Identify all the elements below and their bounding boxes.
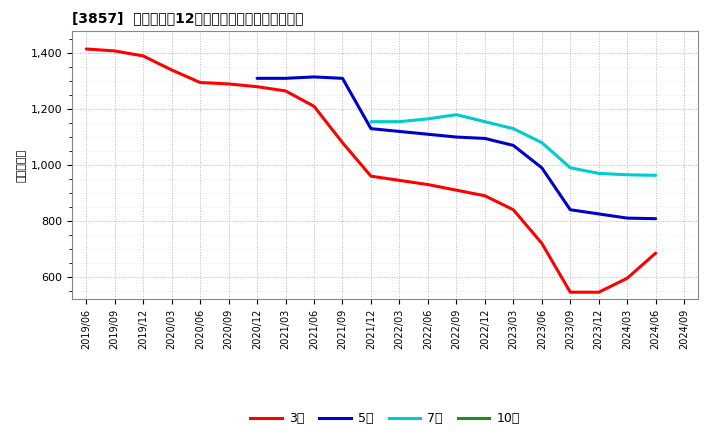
- 3年: [423, 182, 432, 187]
- 3年: [623, 275, 631, 281]
- 5年: [253, 76, 261, 81]
- 7年: [566, 165, 575, 170]
- 7年: [452, 112, 461, 117]
- Line: 7年: 7年: [371, 115, 656, 176]
- 3年: [225, 81, 233, 87]
- 3年: [167, 67, 176, 73]
- 3年: [282, 88, 290, 94]
- 5年: [623, 216, 631, 221]
- 5年: [595, 211, 603, 216]
- 3年: [82, 46, 91, 51]
- 5年: [395, 129, 404, 134]
- 7年: [395, 119, 404, 125]
- 3年: [480, 193, 489, 198]
- 3年: [366, 173, 375, 179]
- 3年: [310, 104, 318, 109]
- 3年: [595, 290, 603, 295]
- 5年: [423, 132, 432, 137]
- 5年: [282, 76, 290, 81]
- 3年: [537, 241, 546, 246]
- 3年: [196, 80, 204, 85]
- 7年: [595, 171, 603, 176]
- 7年: [509, 126, 518, 131]
- 7年: [366, 119, 375, 125]
- Line: 5年: 5年: [257, 77, 656, 219]
- 3年: [452, 187, 461, 193]
- 7年: [537, 140, 546, 145]
- Y-axis label: （百万円）: （百万円）: [17, 148, 27, 182]
- 3年: [395, 178, 404, 183]
- 3年: [139, 53, 148, 59]
- 7年: [423, 116, 432, 121]
- 7年: [480, 119, 489, 125]
- 5年: [338, 76, 347, 81]
- 3年: [566, 290, 575, 295]
- 3年: [110, 48, 119, 54]
- Text: [3857]  当期純利益12か月移動合計の平均値の推移: [3857] 当期純利益12か月移動合計の平均値の推移: [72, 11, 304, 26]
- 5年: [310, 74, 318, 80]
- 3年: [338, 140, 347, 145]
- 7年: [623, 172, 631, 177]
- 5年: [537, 165, 546, 170]
- 7年: [652, 173, 660, 178]
- Legend: 3年, 5年, 7年, 10年: 3年, 5年, 7年, 10年: [246, 407, 525, 430]
- 5年: [652, 216, 660, 221]
- 5年: [566, 207, 575, 213]
- 5年: [366, 126, 375, 131]
- 5年: [452, 134, 461, 139]
- Line: 3年: 3年: [86, 49, 656, 292]
- 5年: [509, 143, 518, 148]
- 5年: [480, 136, 489, 141]
- 3年: [253, 84, 261, 89]
- 3年: [652, 250, 660, 256]
- 3年: [509, 207, 518, 213]
